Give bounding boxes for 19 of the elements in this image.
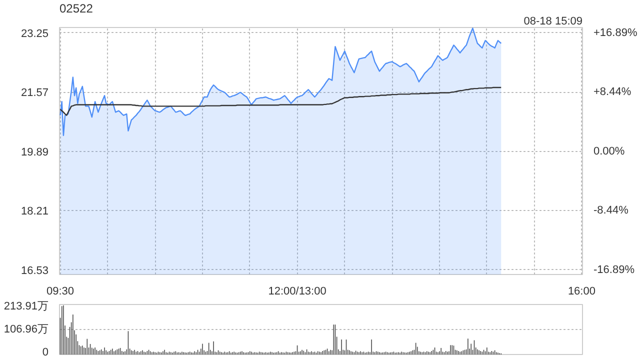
x-tick-label: 16:00 [568,286,596,298]
y-tick-label: 106.96万 [4,324,49,336]
y-tick-label: 16.53 [20,264,49,277]
y2-tick-label: 0.00% [594,145,625,158]
y-tick-label: 23.25 [20,28,49,40]
y-tick-label: 213.91万 [4,300,49,312]
y2-tick-label: -8.44% [594,204,629,217]
x-tick-label: 12:00/13:00 [268,286,326,298]
y2-tick-label: +8.44% [594,86,632,98]
line-series [60,86,502,116]
y2-tick-label: +16.89% [594,26,638,39]
y-tick-label: 21.57 [20,87,49,100]
chart-title: 02522 [60,2,94,16]
text: 08-18 15:09 [524,16,582,28]
y-tick-label: 19.89 [20,146,49,158]
y-tick-label: 0 [42,346,49,358]
y2-tick-label: -16.89% [594,264,635,276]
y-tick-label: 18.21 [20,206,49,218]
x-tick-label: 09:30 [46,286,74,298]
